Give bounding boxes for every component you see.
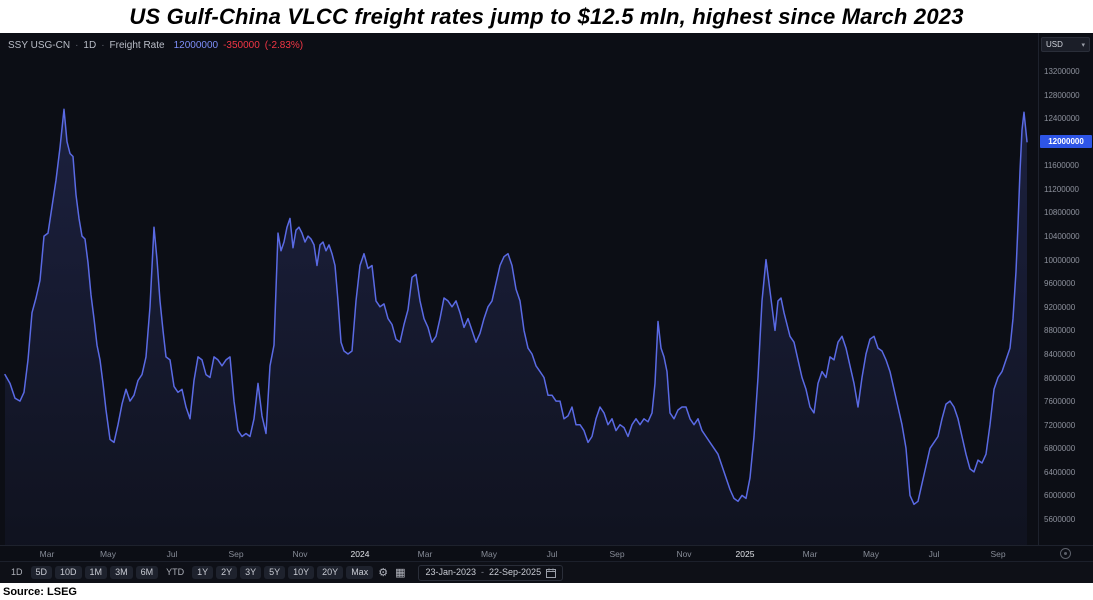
time-tick: Jul [928,549,940,559]
time-tick: May [480,549,498,559]
range-button-20y[interactable]: 20Y [317,566,344,579]
gear-icon: ⚙ [378,566,389,579]
headline-text: US Gulf-China VLCC freight rates jump to… [129,3,964,29]
time-scale[interactable]: Mar May Jul Sep Nov 2024 Mar May Jul Sep Nov 2025 Ma… [0,545,1093,561]
series-legend[interactable]: SSY USG-CN · 1D · Freight Rate 12000000 … [8,40,303,51]
price-tick: 12800000 [1044,90,1080,100]
date-to: 22-Sep-2025 [489,567,542,577]
time-tick: Sep [609,549,625,559]
time-tick: Jul [546,549,558,559]
time-tick: Nov [292,549,308,559]
range-button-3m[interactable]: 3M [110,566,133,579]
price-tick: 8800000 [1044,326,1076,336]
change-percent: (-2.83%) [264,40,304,51]
time-tick: Nov [676,549,692,559]
price-tick: 13200000 [1044,67,1080,76]
range-button-10y[interactable]: 10Y [288,566,315,579]
time-tick: May [862,549,880,559]
series-name: Freight Rate [109,40,165,51]
range-button-max[interactable]: Max [346,566,374,579]
price-tick: 6000000 [1044,491,1076,501]
source-text: Source: LSEG [3,585,77,598]
price-scale[interactable]: 12000000 1320000012800000124000001200000… [1038,33,1093,545]
time-tick: Jul [166,549,178,559]
time-tick: Mar [802,549,818,559]
range-button-10d[interactable]: 10D [55,566,82,579]
headline-banner: US Gulf-China VLCC freight rates jump to… [0,0,1093,33]
price-tick: 10800000 [1044,208,1080,218]
range-button-5d[interactable]: 5D [30,566,53,579]
range-button-6m[interactable]: 6M [135,566,159,579]
price-tick: 9600000 [1044,279,1076,289]
price-chart [4,108,1028,545]
price-tick: 6800000 [1044,444,1076,454]
chart-region: SSY USG-CN · 1D · Freight Rate 12000000 … [0,33,1093,583]
price-tick: 11200000 [1044,184,1079,194]
price-tick: 7600000 [1044,397,1076,407]
calendar-icon [546,568,557,578]
bottom-toolbar: 1D 5D 10D 1M 3M 6M YTD 1Y 2Y 3Y 5Y 10Y 20Y Max ⚙ ▦ 23… [0,561,1093,583]
range-button-1y[interactable]: 1Y [192,566,214,579]
time-tick: Sep [228,549,244,559]
interval-label: 1D [83,40,97,51]
last-price-label: 12000000 [1040,134,1092,148]
range-button-5y[interactable]: 5Y [264,566,286,579]
price-tick: 12400000 [1044,114,1080,124]
price-tick: 6400000 [1044,467,1076,477]
series-area [5,109,1027,545]
scale-settings-icon[interactable] [1060,548,1071,559]
currency-selector[interactable]: USD ▾ [1041,37,1090,52]
range-button-1d[interactable]: 1D [6,566,28,579]
price-tick: 11600000 [1044,161,1079,171]
legend-separator: · [75,40,79,51]
price-tick: 5600000 [1044,515,1076,525]
time-tick: 2024 [350,549,370,559]
price-tick: 9200000 [1044,302,1076,312]
change-value: -350000 [223,40,260,51]
chart-grid-icon[interactable]: ▦ [393,567,407,578]
price-tick: 8400000 [1044,349,1076,359]
range-button-ytd[interactable]: YTD [161,566,189,579]
time-tick: Sep [990,549,1006,559]
source-bar: Source: LSEG [0,583,1093,600]
price-tick: 10400000 [1044,232,1080,242]
symbol-name: SSY USG-CN [8,40,71,51]
price-tick: 7200000 [1044,420,1076,430]
last-value: 12000000 [173,40,219,51]
date-from: 23-Jan-2023 [425,567,477,577]
time-tick: Mar [39,549,55,559]
price-tick: 10000000 [1044,255,1080,265]
grid-icon: ▦ [395,566,406,579]
settings-icon[interactable]: ⚙ [376,567,390,578]
chevron-down-icon: ▾ [1081,41,1085,49]
series-line [4,108,1028,506]
currency-label: USD [1046,40,1063,49]
date-separator: - [481,567,485,577]
time-tick: Mar [417,549,433,559]
time-tick: 2025 [735,549,755,559]
range-button-1m[interactable]: 1M [84,566,108,579]
price-tick: 8000000 [1044,373,1076,383]
range-buttons: 1D 5D 10D 1M 3M 6M YTD 1Y 2Y 3Y 5Y 10Y 20Y Max [6,566,374,579]
time-tick: May [99,549,117,559]
range-button-2y[interactable]: 2Y [216,566,238,579]
date-range-picker[interactable]: 23-Jan-2023 - 22-Sep-2025 [418,564,564,581]
legend-separator: · [101,40,105,51]
plot-area[interactable] [0,33,1038,545]
range-button-3y[interactable]: 3Y [240,566,262,579]
